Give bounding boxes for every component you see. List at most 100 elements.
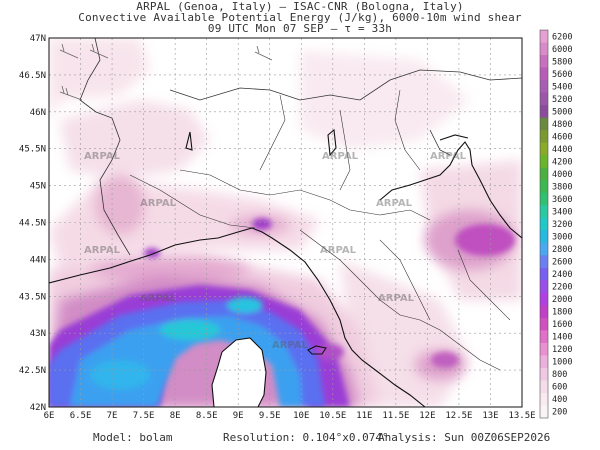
longitude-tick-label: 6.5E xyxy=(70,411,92,421)
colorbar-label: 5000 xyxy=(552,107,572,117)
latitude-tick-label: 46N xyxy=(30,108,46,118)
longitude-tick-label: 10.5E xyxy=(319,411,346,421)
colorbar-label: 5800 xyxy=(552,57,572,67)
watermark: ARPAL xyxy=(320,245,356,256)
colorbar-frame xyxy=(539,29,549,419)
colorbar-swatch xyxy=(540,42,548,56)
colorbar-label: 5600 xyxy=(552,70,572,80)
watermark: ARPAL xyxy=(430,151,466,162)
longitude-tick-label: 11.5E xyxy=(382,411,409,421)
wind-barbs xyxy=(59,43,273,101)
watermark: ARPAL xyxy=(378,293,414,304)
header-line-2: Convective Available Potential Energy (J… xyxy=(78,11,522,24)
header-line-1: ARPAL (Genoa, Italy) – ISAC-CNR (Bologna… xyxy=(136,0,464,13)
colorbar-swatch xyxy=(540,167,548,181)
longitude-tick-label: 6E xyxy=(44,411,55,421)
longitude-tick-label: 8E xyxy=(170,411,181,421)
longitude-tick-label: 8.5E xyxy=(196,411,218,421)
header-line-3: 09 UTC Mon 07 SEP – τ = 33h xyxy=(207,22,393,35)
longitude-tick-label: 11E xyxy=(356,411,372,421)
colorbar: 6200 6000 5800 5600 5400 5200 5000 4800 4600 4400… xyxy=(539,29,572,419)
colorbar-label: 2400 xyxy=(552,270,572,280)
colorbar-label: 4200 xyxy=(552,157,572,167)
colorbar-label: 3200 xyxy=(552,220,572,230)
colorbar-label: 200 xyxy=(552,408,567,418)
colorbar-label: 2600 xyxy=(552,258,572,268)
map-frame xyxy=(48,37,523,408)
colorbar-swatch xyxy=(540,330,548,344)
latitude-tick-label: 43.5N xyxy=(19,292,46,302)
latitude-tick-label: 43N xyxy=(30,329,46,339)
colorbar-swatch xyxy=(540,242,548,256)
colorbar-swatch xyxy=(540,267,548,281)
watermark: ARPAL xyxy=(84,245,120,256)
longitude-tick-label: 13.5E xyxy=(508,411,535,421)
colorbar-label: 5400 xyxy=(552,82,572,92)
latitude-tick-label: 46.5N xyxy=(19,71,46,81)
colorbar-label: 800 xyxy=(552,370,567,380)
colorbar-swatch xyxy=(540,92,548,106)
cape-field xyxy=(49,38,522,407)
colorbar-swatch xyxy=(540,217,548,231)
watermark: ARPAL xyxy=(140,293,176,304)
colorbar-label: 1800 xyxy=(552,308,572,318)
watermark: ARPAL xyxy=(322,151,358,162)
colorbar-swatch xyxy=(540,367,548,381)
watermark: ARPAL xyxy=(140,198,176,209)
footer-model: Model: bolam xyxy=(93,431,173,444)
longitude-tick-label: 12E xyxy=(419,411,435,421)
latitude-tick-label: 45N xyxy=(30,182,46,192)
colorbar-label: 6200 xyxy=(552,32,572,42)
colorbar-swatch xyxy=(540,380,548,394)
colorbar-swatch xyxy=(540,255,548,269)
colorbar-swatch xyxy=(540,130,548,144)
colorbar-swatch xyxy=(540,292,548,306)
longitude-tick-label: 7.5E xyxy=(133,411,155,421)
latitude-labels: 47N 46.5N 46N 45.5N 45N 44.5N 44N 43.5N 43N 42.5N… xyxy=(19,34,46,413)
colorbar-swatch xyxy=(540,392,548,406)
colorbar-swatch xyxy=(540,80,548,94)
colorbar-label: 4000 xyxy=(552,170,572,180)
colorbar-swatch xyxy=(540,317,548,331)
colorbar-label: 2000 xyxy=(552,295,572,305)
colorbar-label: 1400 xyxy=(552,333,572,343)
latitude-tick-label: 42.5N xyxy=(19,366,46,376)
longitude-tick-label: 9.5E xyxy=(259,411,281,421)
longitude-tick-label: 9E xyxy=(233,411,244,421)
coastlines xyxy=(49,128,522,407)
longitude-tick-label: 7E xyxy=(107,411,118,421)
colorbar-swatch xyxy=(540,405,548,419)
colorbar-label: 2800 xyxy=(552,245,572,255)
colorbar-label: 6000 xyxy=(552,45,572,55)
colorbar-swatch xyxy=(540,30,548,44)
longitude-tick-label: 13E xyxy=(482,411,498,421)
colorbar-swatch xyxy=(540,55,548,69)
colorbar-swatch xyxy=(540,355,548,369)
watermark: ARPAL xyxy=(376,198,412,209)
colorbar-label: 1600 xyxy=(552,320,572,330)
latitude-tick-label: 47N xyxy=(30,34,46,44)
colorbar-swatch xyxy=(540,280,548,294)
colorbar-label: 4400 xyxy=(552,145,572,155)
colorbar-label: 4800 xyxy=(552,120,572,130)
colorbar-label: 400 xyxy=(552,395,567,405)
longitude-labels: 6E 6.5E 7E 7.5E 8E 8.5E 9E 9.5E 10E 10.5E 11E 11.5E… xyxy=(44,411,536,421)
longitude-tick-label: 10E xyxy=(293,411,309,421)
colorbar-swatch xyxy=(540,105,548,119)
colorbar-label: 1200 xyxy=(552,345,572,355)
colorbar-swatch xyxy=(540,142,548,156)
colorbar-label: 1000 xyxy=(552,358,572,368)
colorbar-label: 5200 xyxy=(552,95,572,105)
colorbar-swatch xyxy=(540,180,548,194)
footer-analysis: Analysis: Sun 00Z06SEP2026 xyxy=(378,431,551,444)
colorbar-label: 2200 xyxy=(552,283,572,293)
colorbar-label: 3600 xyxy=(552,195,572,205)
colorbar-label: 3400 xyxy=(552,207,572,217)
longitude-tick-label: 12.5E xyxy=(445,411,472,421)
colorbar-swatch xyxy=(540,67,548,81)
colorbar-label: 600 xyxy=(552,383,567,393)
latitude-tick-label: 44N xyxy=(30,255,46,265)
colorbar-swatch xyxy=(540,305,548,319)
colorbar-swatch xyxy=(540,117,548,131)
